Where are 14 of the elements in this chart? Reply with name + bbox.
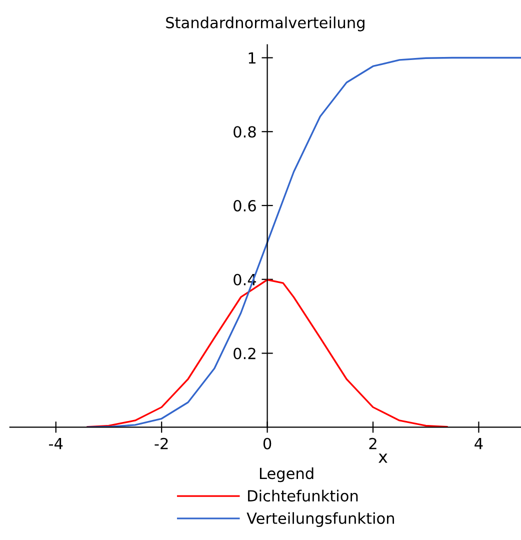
y-tick-label: 1 [248,52,256,64]
x-tick-label: 2 [369,438,376,450]
legend-label: Dichtefunktion [248,490,358,502]
y-tick-label: 0.6 [234,200,256,212]
x-tick-label: -2 [154,438,168,450]
chart-title: Standardnormalverteilung [166,16,364,32]
x-tick-label: 4 [474,438,483,450]
x-axis-title: x [378,454,388,463]
y-tick-label: 0.8 [234,126,256,138]
x-tick-label: 0 [263,438,272,450]
y-tick-label: 0.2 [234,348,256,360]
legend-title: Legend [260,467,314,482]
x-tick-label: -4 [49,438,63,450]
legend-label: Verteilungsfunktion [246,512,394,527]
